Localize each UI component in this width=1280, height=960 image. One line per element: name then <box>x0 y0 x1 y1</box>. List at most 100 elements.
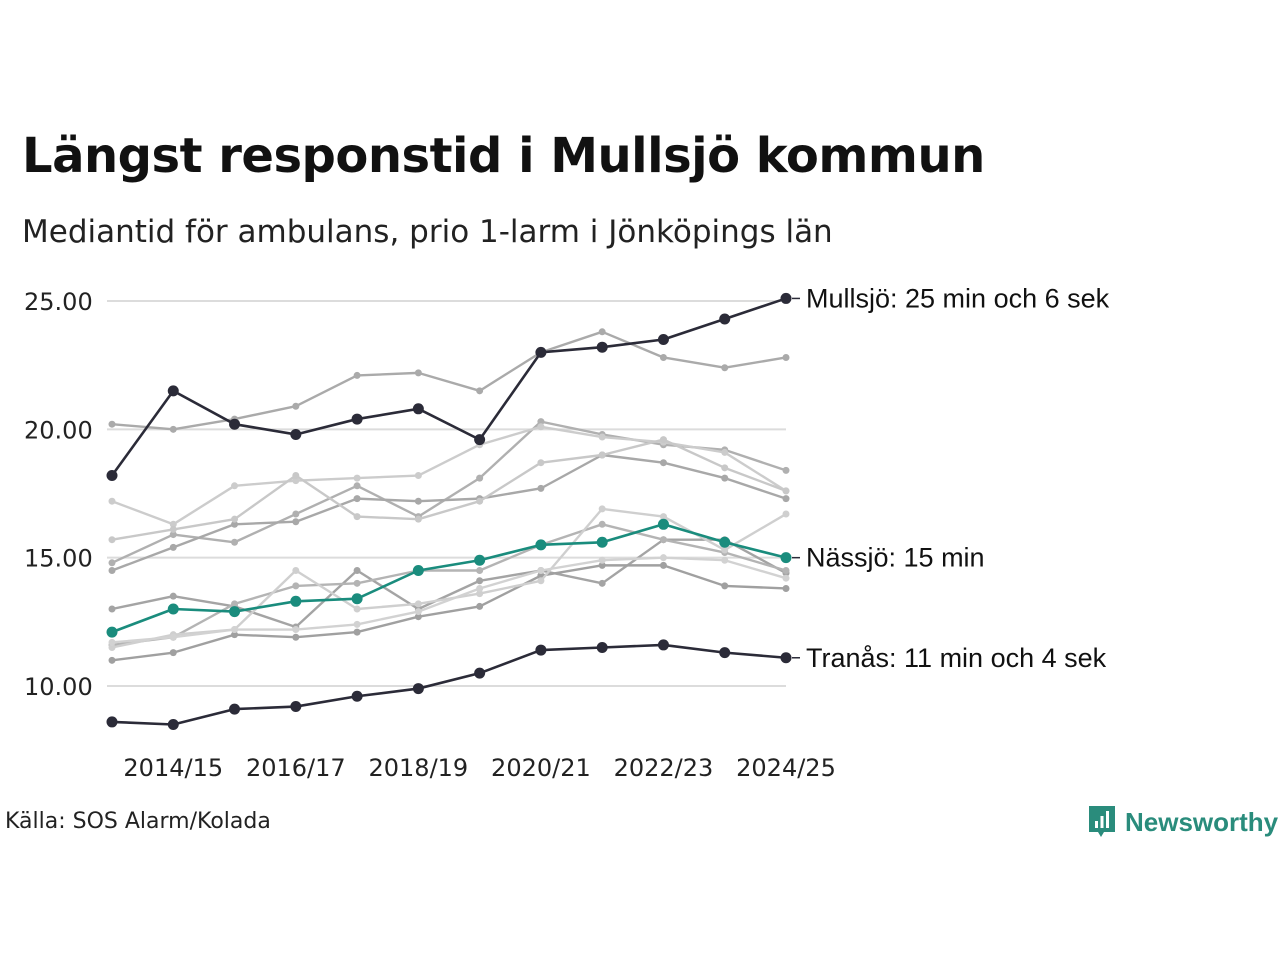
series-label: Nässjö: 15 min <box>806 543 985 573</box>
data-point <box>108 605 116 613</box>
data-point <box>414 608 422 616</box>
data-point <box>596 642 608 653</box>
series-kommun-i <box>108 505 790 651</box>
data-point <box>414 613 422 621</box>
data-point <box>721 546 729 554</box>
newsworthy-logo-icon <box>1089 806 1115 837</box>
series-tranås <box>106 639 792 730</box>
data-point <box>229 703 241 715</box>
data-point <box>476 567 484 574</box>
data-point <box>108 559 116 567</box>
data-point <box>721 556 729 564</box>
data-point <box>657 639 669 651</box>
x-tick-label: 2020/21 <box>491 754 591 782</box>
data-point <box>412 403 424 415</box>
data-point <box>353 567 361 574</box>
data-point <box>414 600 422 608</box>
series-nässjö <box>106 518 792 638</box>
data-point <box>292 626 300 634</box>
data-point <box>231 600 239 608</box>
data-point <box>231 631 239 639</box>
data-point <box>598 520 606 528</box>
data-point <box>353 605 361 613</box>
data-point <box>657 518 669 530</box>
data-point <box>106 716 118 728</box>
brand-logo: Newsworthy <box>1087 803 1278 841</box>
chart-subtitle: Mediantid för ambulans, prio 1-larm i Jö… <box>22 214 833 250</box>
data-point <box>537 567 545 574</box>
series-end-labels: Mullsjö: 25 min och 6 sek Nässjö: 15 min T… <box>792 283 1110 673</box>
background-series <box>108 328 790 664</box>
data-point <box>229 418 241 430</box>
gridlines <box>107 300 786 687</box>
data-point <box>598 433 606 441</box>
x-tick-label: 2024/25 <box>736 754 836 782</box>
series-kommun-j <box>108 554 790 646</box>
data-point <box>476 577 484 585</box>
data-point <box>353 513 361 521</box>
data-point <box>292 472 300 480</box>
data-point <box>719 313 731 325</box>
y-axis-tick-labels: 25.00 20.00 15.00 10.00 <box>24 288 93 701</box>
data-point <box>169 633 177 641</box>
data-point <box>782 567 790 574</box>
data-point <box>474 434 486 446</box>
series-line <box>110 297 787 477</box>
series-line <box>111 643 787 726</box>
data-point <box>353 579 361 587</box>
data-point <box>476 590 484 598</box>
data-point <box>414 497 422 505</box>
data-point <box>657 334 669 345</box>
data-point <box>537 418 545 426</box>
series-line <box>111 330 787 431</box>
data-point <box>535 644 547 656</box>
y-tick-label: 25.00 <box>24 288 93 316</box>
data-point <box>292 477 300 485</box>
series-line <box>111 556 787 644</box>
data-point <box>167 719 179 730</box>
data-point <box>108 656 116 664</box>
data-point <box>414 472 422 480</box>
x-tick-label: 2022/23 <box>614 754 714 782</box>
series-line <box>111 453 787 572</box>
data-point <box>721 364 729 372</box>
data-point <box>353 628 361 636</box>
data-point <box>476 584 484 592</box>
data-point <box>231 515 239 523</box>
data-point <box>719 647 731 659</box>
y-tick-label: 10.00 <box>24 673 93 701</box>
data-point <box>780 652 792 664</box>
data-point <box>598 561 606 569</box>
data-point <box>474 554 486 566</box>
data-point <box>353 495 361 503</box>
data-point <box>782 466 790 474</box>
series-kommun-h <box>108 561 790 664</box>
series-label: Tranås: 11 min och 4 sek <box>806 643 1107 673</box>
data-point <box>169 520 177 528</box>
data-point <box>659 554 667 562</box>
series-line <box>111 420 787 564</box>
data-point <box>782 510 790 518</box>
data-point <box>596 341 608 353</box>
data-point <box>659 536 667 544</box>
data-point <box>659 513 667 521</box>
data-point <box>292 582 300 590</box>
data-point <box>476 497 484 505</box>
data-point <box>721 448 729 456</box>
data-point <box>108 644 116 651</box>
data-point <box>535 539 547 551</box>
data-point <box>292 510 300 518</box>
data-point <box>659 561 667 569</box>
data-point <box>106 626 118 638</box>
data-point <box>596 536 608 548</box>
series-kommun-a <box>108 328 790 433</box>
x-tick-label: 2014/15 <box>123 754 223 782</box>
data-point <box>167 385 179 397</box>
data-point <box>476 474 484 482</box>
data-point <box>659 436 667 444</box>
source-note: Källa: SOS Alarm/Kolada <box>5 809 271 834</box>
data-point <box>290 701 302 713</box>
data-point <box>721 582 729 590</box>
highlighted-series <box>106 292 792 730</box>
